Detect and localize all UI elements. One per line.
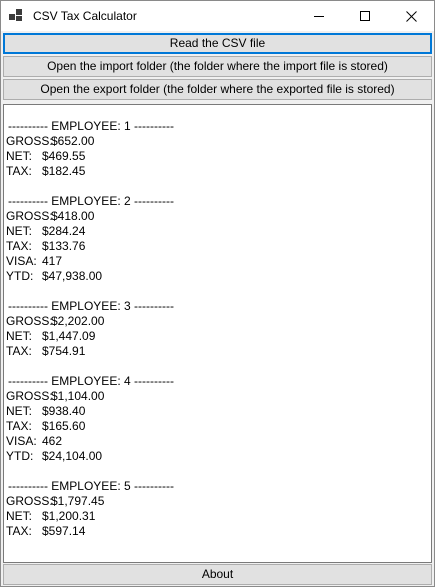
window-title: CSV Tax Calculator bbox=[33, 9, 137, 23]
employee-field-row: NET: $1,447.09 bbox=[6, 329, 431, 344]
field-label: NET: bbox=[6, 404, 33, 418]
employee-header: ---------- EMPLOYEE: 2 ---------- bbox=[8, 194, 174, 208]
field-value: $1,797.45 bbox=[51, 494, 105, 508]
field-value: $597.14 bbox=[42, 524, 86, 538]
employee-header: ---------- EMPLOYEE: 4 ---------- bbox=[8, 374, 174, 388]
field-value: $1,200.31 bbox=[42, 509, 96, 523]
field-label: NET: bbox=[6, 509, 33, 523]
field-label: GROSS: bbox=[6, 314, 53, 328]
employee-field-row: NET: $469.55 bbox=[6, 149, 431, 164]
minimize-button[interactable] bbox=[296, 1, 342, 31]
minimize-icon bbox=[314, 16, 324, 17]
field-label: TAX: bbox=[6, 344, 32, 358]
field-value: $754.91 bbox=[42, 344, 86, 358]
field-value: $652.00 bbox=[51, 134, 95, 148]
employee-field-row: TAX: $133.76 bbox=[6, 239, 431, 254]
field-label: GROSS: bbox=[6, 209, 53, 223]
field-value: $1,447.09 bbox=[42, 329, 96, 343]
field-label: TAX: bbox=[6, 419, 32, 433]
employee-field-row: GROSS:$652.00 bbox=[6, 134, 431, 149]
employee-field-row: VISA: 462 bbox=[6, 434, 431, 449]
field-label: VISA: bbox=[6, 434, 37, 448]
employee-field-row: NET: $1,200.31 bbox=[6, 509, 431, 524]
field-label: GROSS: bbox=[6, 494, 53, 508]
field-value: $133.76 bbox=[42, 239, 86, 253]
results-output[interactable]: ---------- EMPLOYEE: 1 ---------- GROSS:$… bbox=[3, 104, 432, 563]
employee-field-row: TAX: $182.45 bbox=[6, 164, 431, 179]
about-button[interactable]: About bbox=[3, 564, 432, 585]
field-value: $182.45 bbox=[42, 164, 86, 178]
field-label: TAX: bbox=[6, 239, 32, 253]
employee-field-row: YTD: $47,938.00 bbox=[6, 269, 431, 284]
employee-header: ---------- EMPLOYEE: 3 ---------- bbox=[8, 299, 174, 313]
field-value: $165.60 bbox=[42, 419, 86, 433]
field-value: $469.55 bbox=[42, 149, 86, 163]
field-value: $938.40 bbox=[42, 404, 86, 418]
employee-field-row: TAX: $754.91 bbox=[6, 344, 431, 359]
window-controls bbox=[296, 1, 434, 31]
field-value: $1,104.00 bbox=[51, 389, 105, 403]
results-content: ---------- EMPLOYEE: 1 ---------- GROSS:$… bbox=[4, 105, 431, 539]
field-label: GROSS: bbox=[6, 389, 53, 403]
read-csv-button[interactable]: Read the CSV file bbox=[3, 33, 432, 54]
field-value: 462 bbox=[42, 434, 63, 448]
maximize-button[interactable] bbox=[342, 1, 388, 31]
field-label: YTD: bbox=[6, 449, 34, 463]
employee-field-row: YTD: $24,104.00 bbox=[6, 449, 431, 464]
field-label: TAX: bbox=[6, 164, 32, 178]
field-value: $2,202.00 bbox=[51, 314, 105, 328]
field-value: $24,104.00 bbox=[42, 449, 103, 463]
employee-field-row: GROSS:$1,104.00 bbox=[6, 389, 431, 404]
employee-field-row: GROSS:$418.00 bbox=[6, 209, 431, 224]
maximize-icon bbox=[360, 11, 370, 21]
title-bar[interactable]: CSV Tax Calculator bbox=[1, 1, 434, 31]
field-label: YTD: bbox=[6, 269, 34, 283]
employee-field-row: NET: $284.24 bbox=[6, 224, 431, 239]
employee-header: ---------- EMPLOYEE: 5 ---------- bbox=[8, 479, 174, 493]
employee-block: ---------- EMPLOYEE: 5 ---------- GROSS:$… bbox=[6, 479, 431, 539]
field-value: $284.24 bbox=[42, 224, 86, 238]
field-label: NET: bbox=[6, 224, 33, 238]
employee-field-row: GROSS:$1,797.45 bbox=[6, 494, 431, 509]
close-icon bbox=[405, 10, 417, 22]
field-label: NET: bbox=[6, 149, 33, 163]
employee-field-row: TAX: $597.14 bbox=[6, 524, 431, 539]
field-value: $47,938.00 bbox=[42, 269, 103, 283]
field-label: NET: bbox=[6, 329, 33, 343]
employee-field-row: TAX: $165.60 bbox=[6, 419, 431, 434]
field-label: GROSS: bbox=[6, 134, 53, 148]
open-import-folder-button[interactable]: Open the import folder (the folder where… bbox=[3, 56, 432, 77]
employee-block: ---------- EMPLOYEE: 3 ---------- GROSS:$… bbox=[6, 299, 431, 359]
close-button[interactable] bbox=[388, 1, 434, 31]
employee-field-row: GROSS:$2,202.00 bbox=[6, 314, 431, 329]
app-icon bbox=[9, 8, 25, 24]
field-label: VISA: bbox=[6, 254, 37, 268]
field-value: 417 bbox=[42, 254, 63, 268]
open-export-folder-button[interactable]: Open the export folder (the folder where… bbox=[3, 79, 432, 100]
employee-field-row: VISA: 417 bbox=[6, 254, 431, 269]
employee-header: ---------- EMPLOYEE: 1 ---------- bbox=[8, 119, 174, 133]
employee-field-row: NET: $938.40 bbox=[6, 404, 431, 419]
field-value: $418.00 bbox=[51, 209, 95, 223]
employee-block: ---------- EMPLOYEE: 2 ---------- GROSS:$… bbox=[6, 194, 431, 284]
employee-block: ---------- EMPLOYEE: 1 ---------- GROSS:$… bbox=[6, 119, 431, 179]
field-label: TAX: bbox=[6, 524, 32, 538]
employee-block: ---------- EMPLOYEE: 4 ---------- GROSS:$… bbox=[6, 374, 431, 464]
